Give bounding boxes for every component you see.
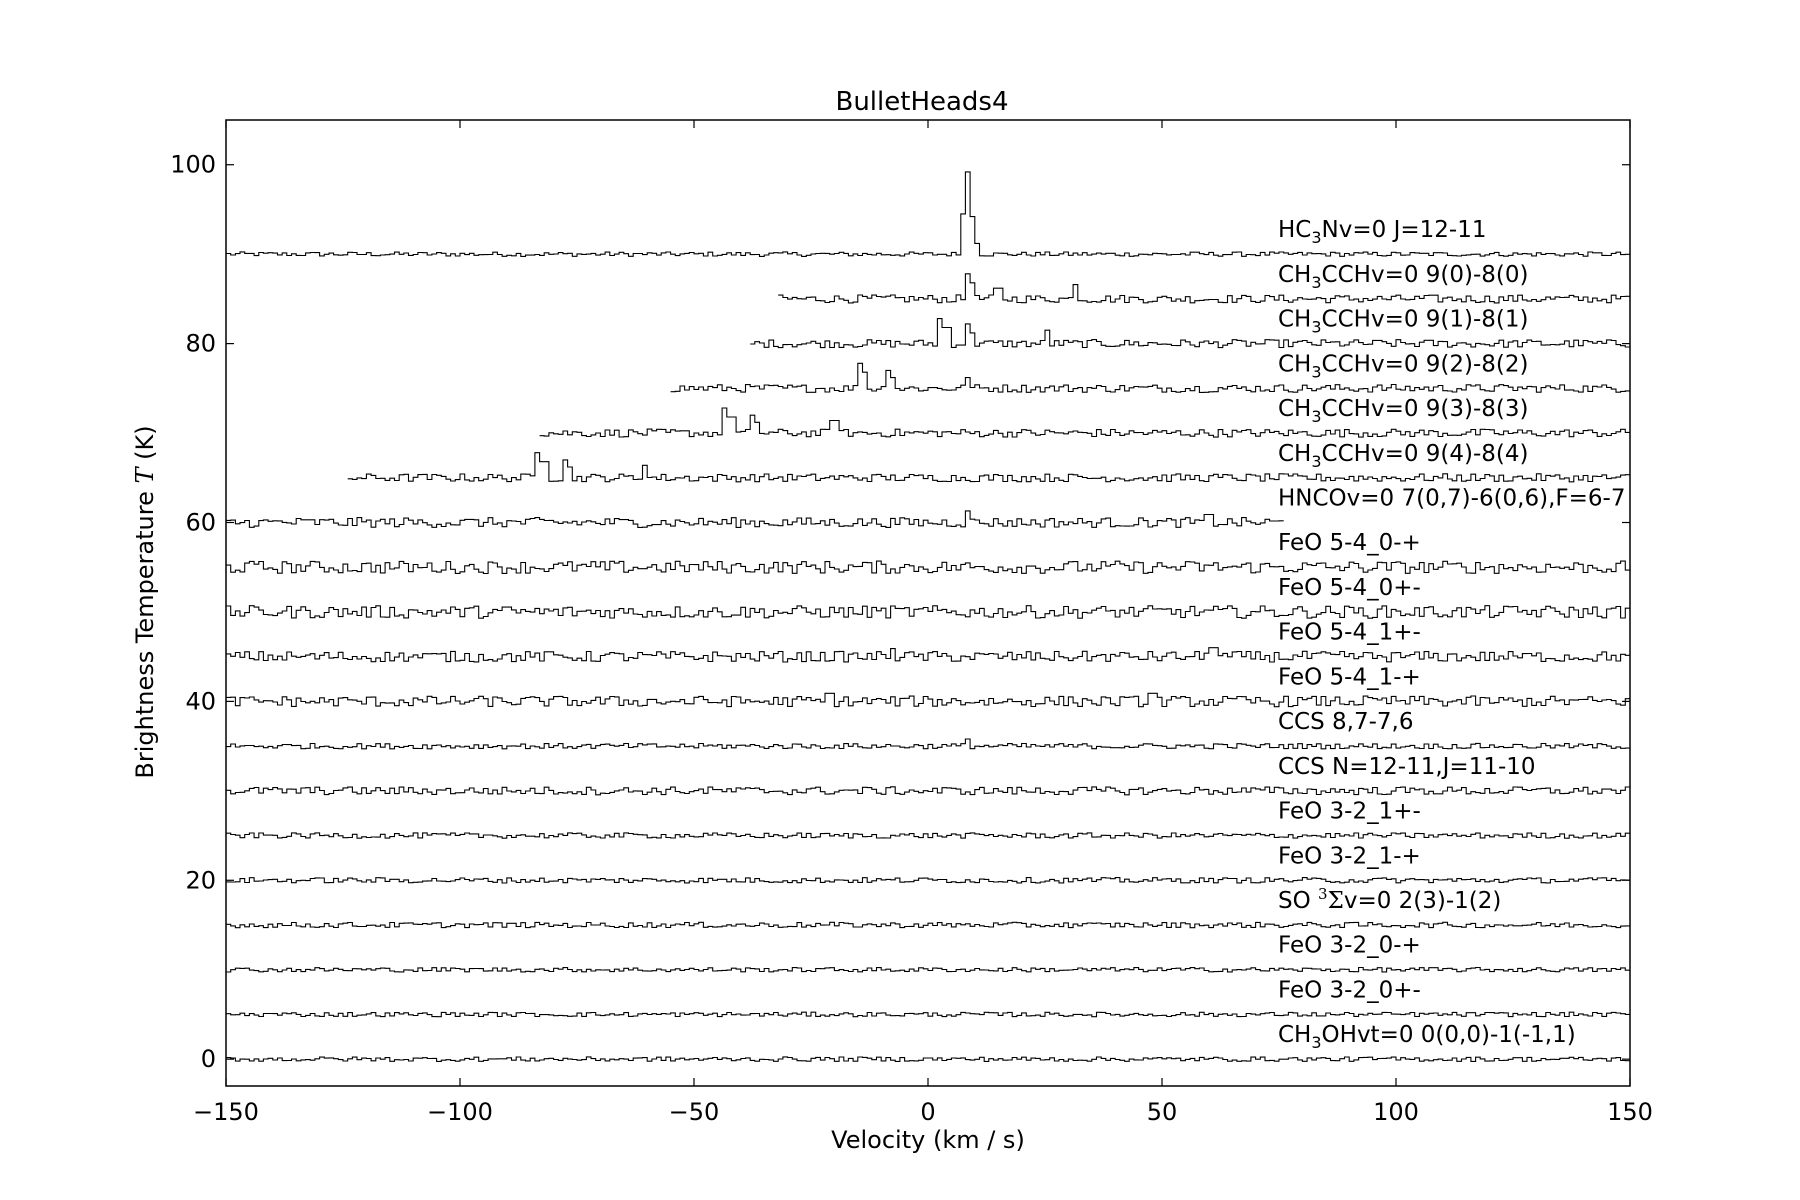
spectrum-line: [226, 171, 1630, 257]
spectrum-label: CH3CCHv=0 9(4)-8(4): [1278, 441, 1529, 471]
spectrum-label-part: SO: [1278, 888, 1318, 914]
y-axis-label: Brightness Temperature T (K): [131, 425, 159, 778]
spectrum-label-part: HC: [1278, 217, 1311, 243]
spectrum-line: [226, 692, 1630, 708]
spectrum-label-part: CCS 8,7-7,6: [1278, 709, 1413, 735]
spectrum-label-part: CH: [1278, 396, 1311, 422]
spectrum-label-part: Σ: [1328, 888, 1344, 914]
spectrum-label: CH3CCHv=0 9(2)-8(2): [1278, 351, 1529, 381]
spectrum-label-part: 3: [1311, 1033, 1321, 1052]
x-axis-label: Velocity (km / s): [831, 1126, 1025, 1154]
spectrum-label-part: 3: [1311, 318, 1321, 337]
spectrum-label-part: 3: [1311, 228, 1321, 247]
spectrum-label: FeO 3-2_0-+: [1278, 933, 1421, 959]
spectrum-label-part: FeO 5-4_0+-: [1278, 575, 1421, 601]
spectrum-label: FeO 5-4_0+-: [1278, 575, 1421, 601]
y-tick-label: 40: [185, 687, 216, 715]
spectrum-label-part: FeO 5-4_1-+: [1278, 664, 1421, 690]
spectrum-line: [226, 560, 1630, 575]
spectrum-label: FeO 5-4_1-+: [1278, 664, 1421, 690]
y-tick-label: 80: [185, 330, 216, 358]
spectrum-label: HC3Nv=0 J=12-11: [1278, 217, 1486, 247]
spectrum-label-part: 3: [1311, 407, 1321, 426]
spectrum-label-part: FeO 3-2_0-+: [1278, 933, 1421, 959]
spectrum-label-part: FeO 3-2_1-+: [1278, 843, 1421, 869]
spectrum-label-part: CCS N=12-11,J=11-10: [1278, 754, 1536, 780]
spectrum-label: FeO 5-4_0-+: [1278, 530, 1421, 556]
spectrum-label-part: CCHv=0 9(4)-8(4): [1322, 441, 1529, 467]
x-tick-label: −150: [193, 1098, 259, 1126]
spectrum-line: [750, 318, 1630, 349]
y-tick-label: 60: [185, 509, 216, 537]
x-tick-label: 100: [1373, 1098, 1419, 1126]
x-tick-label: 0: [920, 1098, 935, 1126]
spectrum-line: [226, 605, 1630, 619]
spectrum-line: [226, 738, 1630, 750]
spectrum-label: HNCOv=0 7(0,7)-6(0,6),F=6-7: [1278, 486, 1625, 512]
spectrum-line: [226, 1056, 1630, 1062]
spectrum-label-part: 3: [1311, 273, 1321, 292]
spectrum-label: FeO 3-2_0+-: [1278, 977, 1421, 1003]
spectrum-label-part: FeO 5-4_0-+: [1278, 530, 1421, 556]
spectrum-line: [670, 362, 1630, 393]
spectrum-label-part: CCHv=0 9(0)-8(0): [1322, 262, 1529, 288]
spectrum-label-part: Nv=0 J=12-11: [1322, 217, 1487, 243]
spectrum-line: [226, 832, 1630, 839]
spectrum-line: [226, 510, 1284, 528]
spectrum-label-part: HNCOv=0 7(0,7)-6(0,6),F=6-7: [1278, 486, 1625, 512]
spectrum-label-part: 3: [1311, 362, 1321, 381]
spectrum-label: CH3OHvt=0 0(0,0)-1(-1,1): [1278, 1022, 1576, 1052]
spectrum-line: [226, 786, 1630, 796]
y-axis-ticks: 0 20 40 60 80 100: [170, 151, 1630, 1073]
chart-title: BulletHeads4: [835, 87, 1008, 117]
spectrum-label-part: FeO 3-2_1+-: [1278, 799, 1421, 825]
y-axis-label-symbol: T: [131, 465, 159, 483]
spectrum-line: [347, 452, 1630, 483]
y-tick-label: 0: [201, 1045, 216, 1073]
spectrum-line: [226, 921, 1630, 929]
spectrum-line: [226, 966, 1630, 973]
spectrum-label-part: v=0 2(3)-1(2): [1344, 888, 1502, 914]
spectrum-line: [539, 407, 1630, 438]
x-tick-label: 50: [1147, 1098, 1178, 1126]
spectrum-traces: [226, 171, 1630, 1062]
spectrum-line: [226, 1011, 1630, 1018]
x-tick-label: 150: [1607, 1098, 1653, 1126]
spectrum-label-part: CH: [1278, 441, 1311, 467]
y-axis-label-unit: (K): [131, 425, 159, 459]
spectrum-label-part: 3: [1318, 885, 1328, 903]
spectrum-label: CCS N=12-11,J=11-10: [1278, 754, 1536, 780]
spectrum-line: [226, 647, 1630, 663]
spectrum-label-part: CCHv=0 9(2)-8(2): [1322, 351, 1529, 377]
spectrum-label: FeO 5-4_1+-: [1278, 620, 1421, 646]
spectrum-label-part: FeO 3-2_0+-: [1278, 977, 1421, 1003]
spectrum-label-part: CCHv=0 9(1)-8(1): [1322, 307, 1529, 333]
spectrum-label-part: OHvt=0 0(0,0)-1(-1,1): [1322, 1022, 1576, 1048]
spectrum-label: CH3CCHv=0 9(3)-8(3): [1278, 396, 1529, 426]
spectrum-label: CH3CCHv=0 9(0)-8(0): [1278, 262, 1529, 292]
spectrum-label-part: CH: [1278, 262, 1311, 288]
spectrum-label: FeO 3-2_1+-: [1278, 799, 1421, 825]
spectrum-label: CCS 8,7-7,6: [1278, 709, 1413, 735]
spectrum-label-part: FeO 5-4_1+-: [1278, 620, 1421, 646]
spectrum-label-part: CH: [1278, 1022, 1311, 1048]
spectrum-line: [226, 877, 1630, 884]
spectrum-label: CH3CCHv=0 9(1)-8(1): [1278, 307, 1529, 337]
spectrum-label: FeO 3-2_1-+: [1278, 843, 1421, 869]
spectrum-label-part: 3: [1311, 452, 1321, 471]
x-axis-ticks: −150 −100 −50 0 50 100 150: [193, 120, 1653, 1126]
spectrum-label-part: CH: [1278, 351, 1311, 377]
spectrum-label: SO 3Σv=0 2(3)-1(2): [1278, 885, 1501, 914]
spectrum-label-part: CH: [1278, 307, 1311, 333]
y-axis-label-text: Brightness Temperature: [131, 491, 159, 779]
spectrum-line: [778, 273, 1630, 304]
spectrum-label-part: CCHv=0 9(3)-8(3): [1322, 396, 1529, 422]
x-tick-label: −100: [427, 1098, 493, 1126]
y-tick-label: 20: [185, 866, 216, 894]
y-tick-label: 100: [170, 151, 216, 179]
x-tick-label: −50: [669, 1098, 720, 1126]
